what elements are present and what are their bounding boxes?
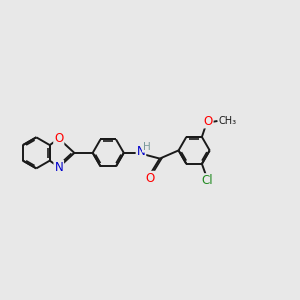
Text: O: O (54, 132, 63, 145)
Text: O: O (203, 115, 213, 128)
Text: CH₃: CH₃ (218, 116, 236, 126)
Text: Cl: Cl (201, 174, 213, 187)
Text: N: N (54, 161, 63, 174)
Text: N: N (136, 145, 145, 158)
Text: H: H (143, 142, 151, 152)
Text: O: O (145, 172, 154, 185)
